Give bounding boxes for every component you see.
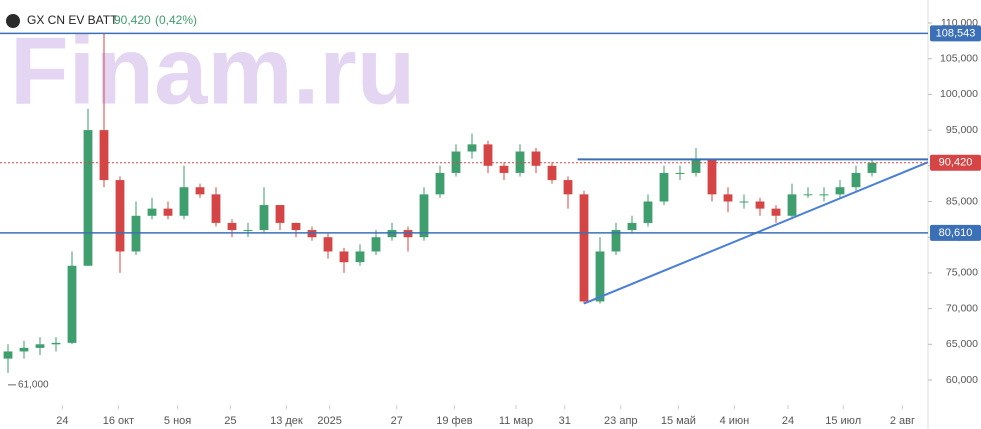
- candle-body: [851, 172, 861, 188]
- x-tick-label: 31: [559, 415, 571, 427]
- candle-body: [755, 201, 765, 209]
- candle-body: [227, 222, 237, 231]
- candle-body: [531, 151, 541, 166]
- candle-body: [19, 347, 29, 352]
- y-tick-label: 75,000: [946, 267, 978, 279]
- candle-body: [819, 194, 829, 196]
- y-tick-label: 65,000: [946, 338, 978, 350]
- candle-body: [867, 162, 877, 173]
- y-tick-label: 70,000: [946, 302, 978, 314]
- candle-body: [99, 130, 109, 181]
- candle-body: [3, 351, 13, 359]
- last-price: 90,420: [114, 13, 151, 27]
- candle-body: [419, 194, 429, 238]
- candle-body: [83, 130, 93, 266]
- candle-body: [371, 237, 381, 252]
- candle-body: [803, 194, 813, 196]
- candle-body: [787, 194, 797, 216]
- candle-body: [195, 187, 205, 195]
- candle-body: [723, 194, 733, 202]
- ticker-icon: [6, 14, 20, 28]
- y-tick-label: 85,000: [946, 195, 978, 207]
- candle-body: [115, 180, 125, 252]
- candle-body: [483, 144, 493, 166]
- x-tick-label: 2025: [317, 415, 341, 427]
- candle-body: [211, 194, 221, 223]
- candle-body: [659, 172, 669, 202]
- y-tick-label: 105,000: [940, 52, 978, 64]
- candle-body: [67, 265, 77, 343]
- candle-body: [323, 237, 333, 252]
- x-tick-label: 2 авг: [890, 415, 915, 427]
- candle-body: [707, 158, 717, 195]
- candle-body: [179, 187, 189, 216]
- candle-body: [499, 165, 509, 173]
- candle-body: [355, 251, 365, 263]
- x-tick-label: 15 июл: [825, 415, 861, 427]
- candle-body: [627, 222, 637, 231]
- x-tick-label: 15 май: [661, 415, 696, 427]
- candle-body: [35, 344, 45, 348]
- y-tick-label: 95,000: [946, 124, 978, 136]
- x-tick-label: 13 дек: [270, 415, 303, 427]
- candle-body: [403, 230, 413, 238]
- watermark: Finam.ru: [10, 17, 415, 124]
- change: (0,42%): [155, 13, 197, 27]
- candle-body: [243, 230, 253, 232]
- candle-body: [387, 230, 397, 238]
- x-tick-label: 27: [391, 415, 403, 427]
- candle-body: [275, 205, 285, 223]
- ticker: GX CN EV BATT: [27, 13, 118, 27]
- price-badge: [930, 25, 981, 42]
- candle-body: [467, 144, 477, 152]
- x-tick-label: 16 окт: [103, 415, 134, 427]
- x-tick-label: 19 фев: [436, 415, 472, 427]
- x-tick-label: 25: [224, 415, 236, 427]
- price-badge-label: 90,420: [939, 157, 973, 169]
- x-tick-label: 23 апр: [604, 415, 637, 427]
- candle-body: [739, 201, 749, 203]
- candle-body: [435, 172, 445, 195]
- candle-body: [835, 187, 845, 195]
- x-tick-label: 5 ноя: [164, 415, 191, 427]
- price-badge: [930, 154, 981, 171]
- candle-body: [547, 165, 557, 181]
- candle-body: [595, 251, 605, 302]
- candle-body: [147, 208, 157, 216]
- low-marker-label: 61,000: [18, 380, 49, 391]
- candle-body: [131, 215, 141, 252]
- x-tick-label: 11 мар: [499, 415, 533, 427]
- y-tick-label: 60,000: [946, 374, 978, 386]
- candle-body: [515, 151, 525, 173]
- candle-body: [675, 172, 685, 174]
- price-badge-label: 80,610: [939, 227, 973, 239]
- candle-body: [563, 180, 573, 195]
- candle-body: [307, 230, 317, 238]
- y-tick-label: 100,000: [940, 88, 978, 100]
- x-tick-label: 4 июн: [720, 415, 750, 427]
- candle-body: [291, 222, 301, 231]
- candle-body: [611, 230, 621, 252]
- candle-body: [771, 208, 781, 216]
- price-badge: [930, 224, 981, 241]
- candle-body: [691, 158, 701, 173]
- candle-body: [51, 342, 61, 345]
- candle-body: [451, 151, 461, 173]
- price-badge-label: 108,543: [936, 27, 976, 39]
- candle-body: [259, 205, 269, 231]
- candle-body: [339, 251, 349, 263]
- candle-body: [163, 208, 173, 216]
- x-tick-label: 24: [782, 415, 794, 427]
- x-tick-label: 24: [56, 415, 68, 427]
- candle-body: [643, 201, 653, 223]
- candle-body: [579, 194, 589, 302]
